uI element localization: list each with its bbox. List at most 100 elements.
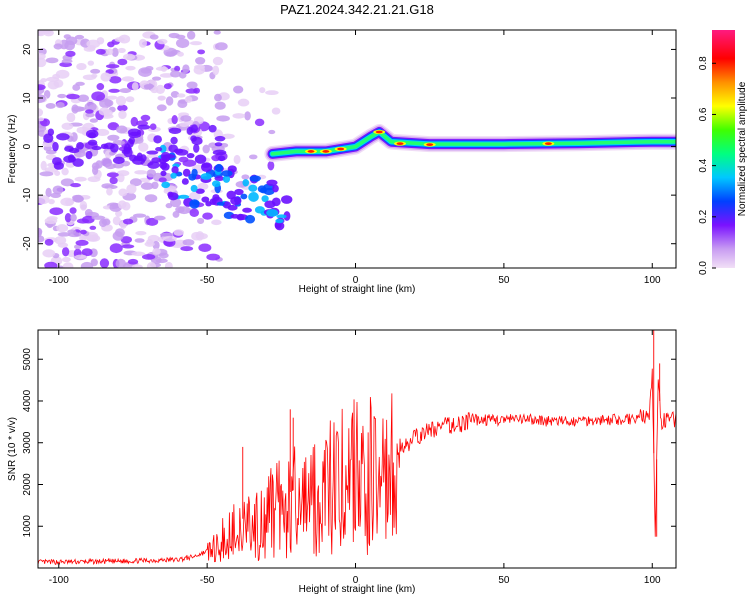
heatmap-cell [281, 195, 293, 204]
heatmap-cell [87, 176, 101, 183]
heatmap-cell [131, 264, 143, 268]
heatmap-cell [87, 139, 98, 146]
heatmap-cell [44, 238, 54, 246]
heatmap-cell [131, 82, 139, 91]
heatmap-cell [177, 51, 184, 57]
heatmap-cell [141, 254, 156, 260]
heatmap-cell [64, 40, 76, 51]
heatmap-cell [212, 149, 227, 156]
heatmap-cell [146, 150, 159, 155]
heatmap-cell [106, 95, 118, 100]
heatmap-cell [137, 124, 151, 130]
heatmap-cell [39, 171, 54, 177]
heatmap-cell [160, 170, 167, 177]
heatmap-cell [76, 218, 90, 224]
heatmap-cell [117, 58, 128, 66]
heatmap-cell [144, 194, 158, 203]
heatmap-cell [38, 108, 44, 117]
heatmap-cell [151, 181, 159, 190]
heatmap-cell [76, 126, 90, 134]
heatmap-cell [57, 242, 69, 248]
heatmap-cell [186, 30, 196, 40]
heatmap-cell [175, 38, 190, 49]
spectrogram-frame [37, 29, 677, 269]
snr-x-tick-label: -100 [49, 575, 69, 586]
heatmap-cell [118, 34, 131, 44]
heatmap-cell [134, 170, 148, 175]
heatmap-cell [212, 65, 220, 76]
heatmap-cell [165, 96, 174, 106]
heatmap-cell [146, 261, 157, 268]
heatmap-cell [274, 221, 285, 231]
snr-line-series [38, 330, 676, 566]
heatmap-cell [276, 214, 287, 219]
heatmap-cell [257, 185, 267, 193]
spectrogram-y-tick-label: 10 [22, 92, 33, 104]
heatmap-cell [140, 114, 151, 122]
heatmap-cell [184, 96, 193, 103]
heatmap-cell [249, 154, 258, 160]
heatmap-cell [90, 258, 98, 267]
heatmap-cell [283, 211, 291, 221]
heatmap-cell [214, 163, 224, 172]
heatmap-cell [109, 176, 118, 185]
heatmap-cell [212, 56, 224, 66]
heatmap-cell [178, 156, 189, 163]
heatmap-cell [121, 201, 131, 211]
heatmap-cell [254, 206, 265, 214]
snr-frame [37, 329, 677, 569]
heatmap-cell [143, 84, 154, 90]
heatmap-cell [152, 240, 160, 250]
heatmap-cell [264, 200, 276, 209]
heatmap-cell [233, 85, 244, 94]
snr-y-tick-label: 2000 [22, 473, 33, 496]
heatmap-cell [248, 192, 259, 202]
heatmap-cell [81, 248, 93, 257]
heatmap-cell [127, 128, 141, 137]
heatmap-cell [168, 144, 178, 153]
heatmap-cell [71, 104, 79, 114]
heatmap-cell [175, 149, 189, 156]
heatmap-cell [80, 229, 87, 235]
heatmap-cell [191, 136, 203, 146]
snr-y-tick-label: 4000 [22, 389, 33, 412]
heatmap-cell [76, 62, 87, 71]
heatmap-cell [125, 96, 135, 103]
heatmap-cell [202, 212, 213, 220]
heatmap-cell [205, 201, 212, 207]
heatmap-cell [66, 112, 76, 123]
heatmap-cell [59, 62, 73, 68]
heatmap-cell [56, 133, 70, 141]
heatmap-cell [176, 93, 186, 98]
heatmap-cell [57, 93, 67, 99]
heatmap-cell [50, 192, 61, 199]
heatmap-cell [45, 57, 59, 64]
heatmap-cell [151, 157, 162, 164]
heatmap-cell [43, 30, 54, 37]
heatmap-cell [272, 184, 279, 193]
heatmap-cell [115, 210, 123, 217]
heatmap-cell [254, 118, 265, 127]
heatmap-cell [65, 50, 76, 57]
heatmap-cell [160, 151, 171, 162]
heatmap-cell [106, 187, 113, 196]
spectrogram-y-tick-label: 0 [22, 143, 33, 149]
heatmap-cell [151, 76, 162, 81]
snr-x-ticks: -100 -50 0 50 100 [49, 330, 661, 586]
heatmap-cell [85, 109, 94, 114]
heatmap-cell [230, 214, 240, 219]
heatmap-cell [95, 48, 106, 55]
heatmap-hotspot-core [337, 147, 345, 151]
heatmap-cell [105, 48, 114, 56]
heatmap-cell [61, 246, 70, 257]
heatmap-cell [129, 178, 142, 187]
heatmap-cell [74, 176, 87, 182]
heatmap-cell [171, 166, 179, 174]
heatmap-cell [69, 207, 77, 214]
snr-panel: -100 -50 0 50 100 1000 2000 3000 4000 5000 Heigh… [7, 329, 677, 595]
colorbar-label: Normalized spectral amplitude [737, 81, 748, 216]
colorbar-tick-label: 0.0 [698, 261, 709, 275]
heatmap-cell [104, 99, 114, 107]
heatmap-cell [115, 95, 127, 106]
